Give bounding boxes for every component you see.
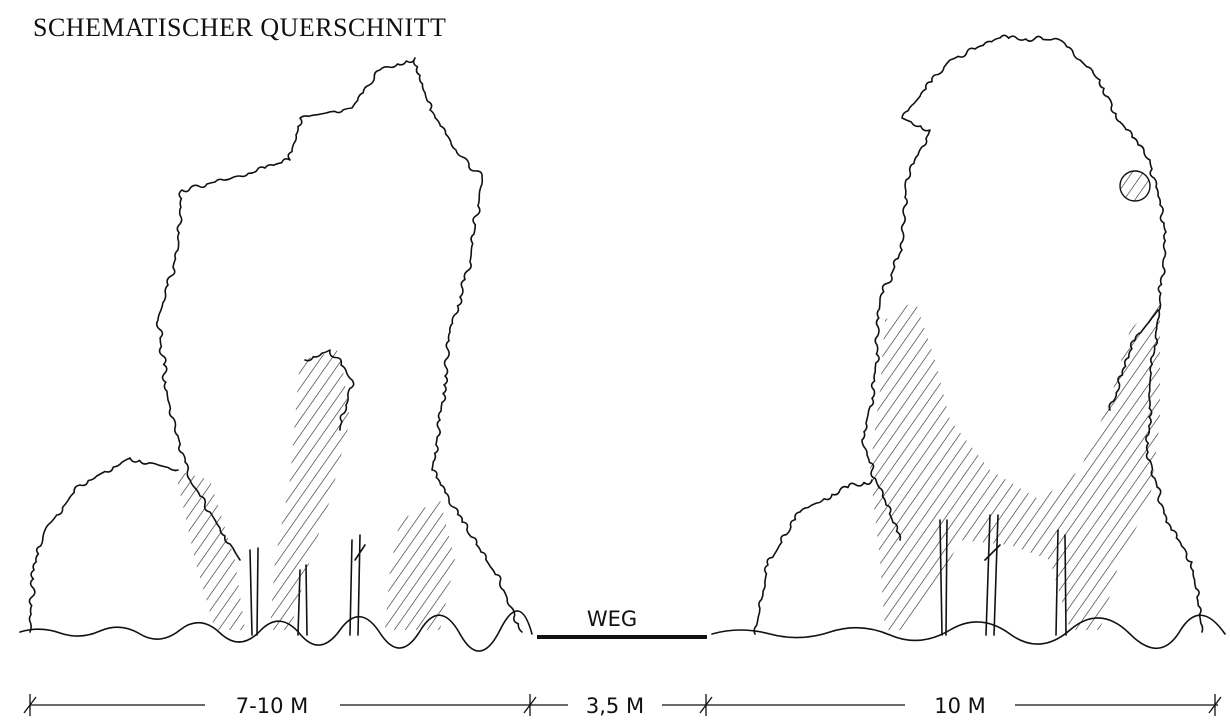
tree-outline — [861, 34, 1204, 633]
ground — [711, 614, 1226, 650]
hatch — [870, 300, 1160, 630]
trunks — [249, 514, 1067, 636]
hatch — [270, 350, 350, 630]
dim-ticks — [23, 694, 1222, 716]
dimension-label: 10 M — [934, 694, 986, 718]
path-label: WEG — [587, 607, 637, 631]
title: SCHEMATISCHER QUERSCHNITT — [33, 13, 446, 42]
hatch — [175, 470, 245, 630]
hatch — [1119, 170, 1151, 202]
hatch — [385, 500, 455, 630]
tree-outline — [155, 57, 523, 633]
tree-outline — [1108, 309, 1159, 411]
tree-outline — [753, 479, 873, 635]
shading — [175, 170, 1160, 630]
ground — [19, 610, 533, 652]
dimension-line: 7-10 M 3,5 M 10 M — [23, 694, 1222, 718]
tree-outline — [28, 457, 179, 633]
dimension-label: 3,5 M — [586, 694, 644, 718]
tree-outline — [304, 349, 355, 431]
dimension-label: 7-10 M — [236, 694, 308, 718]
